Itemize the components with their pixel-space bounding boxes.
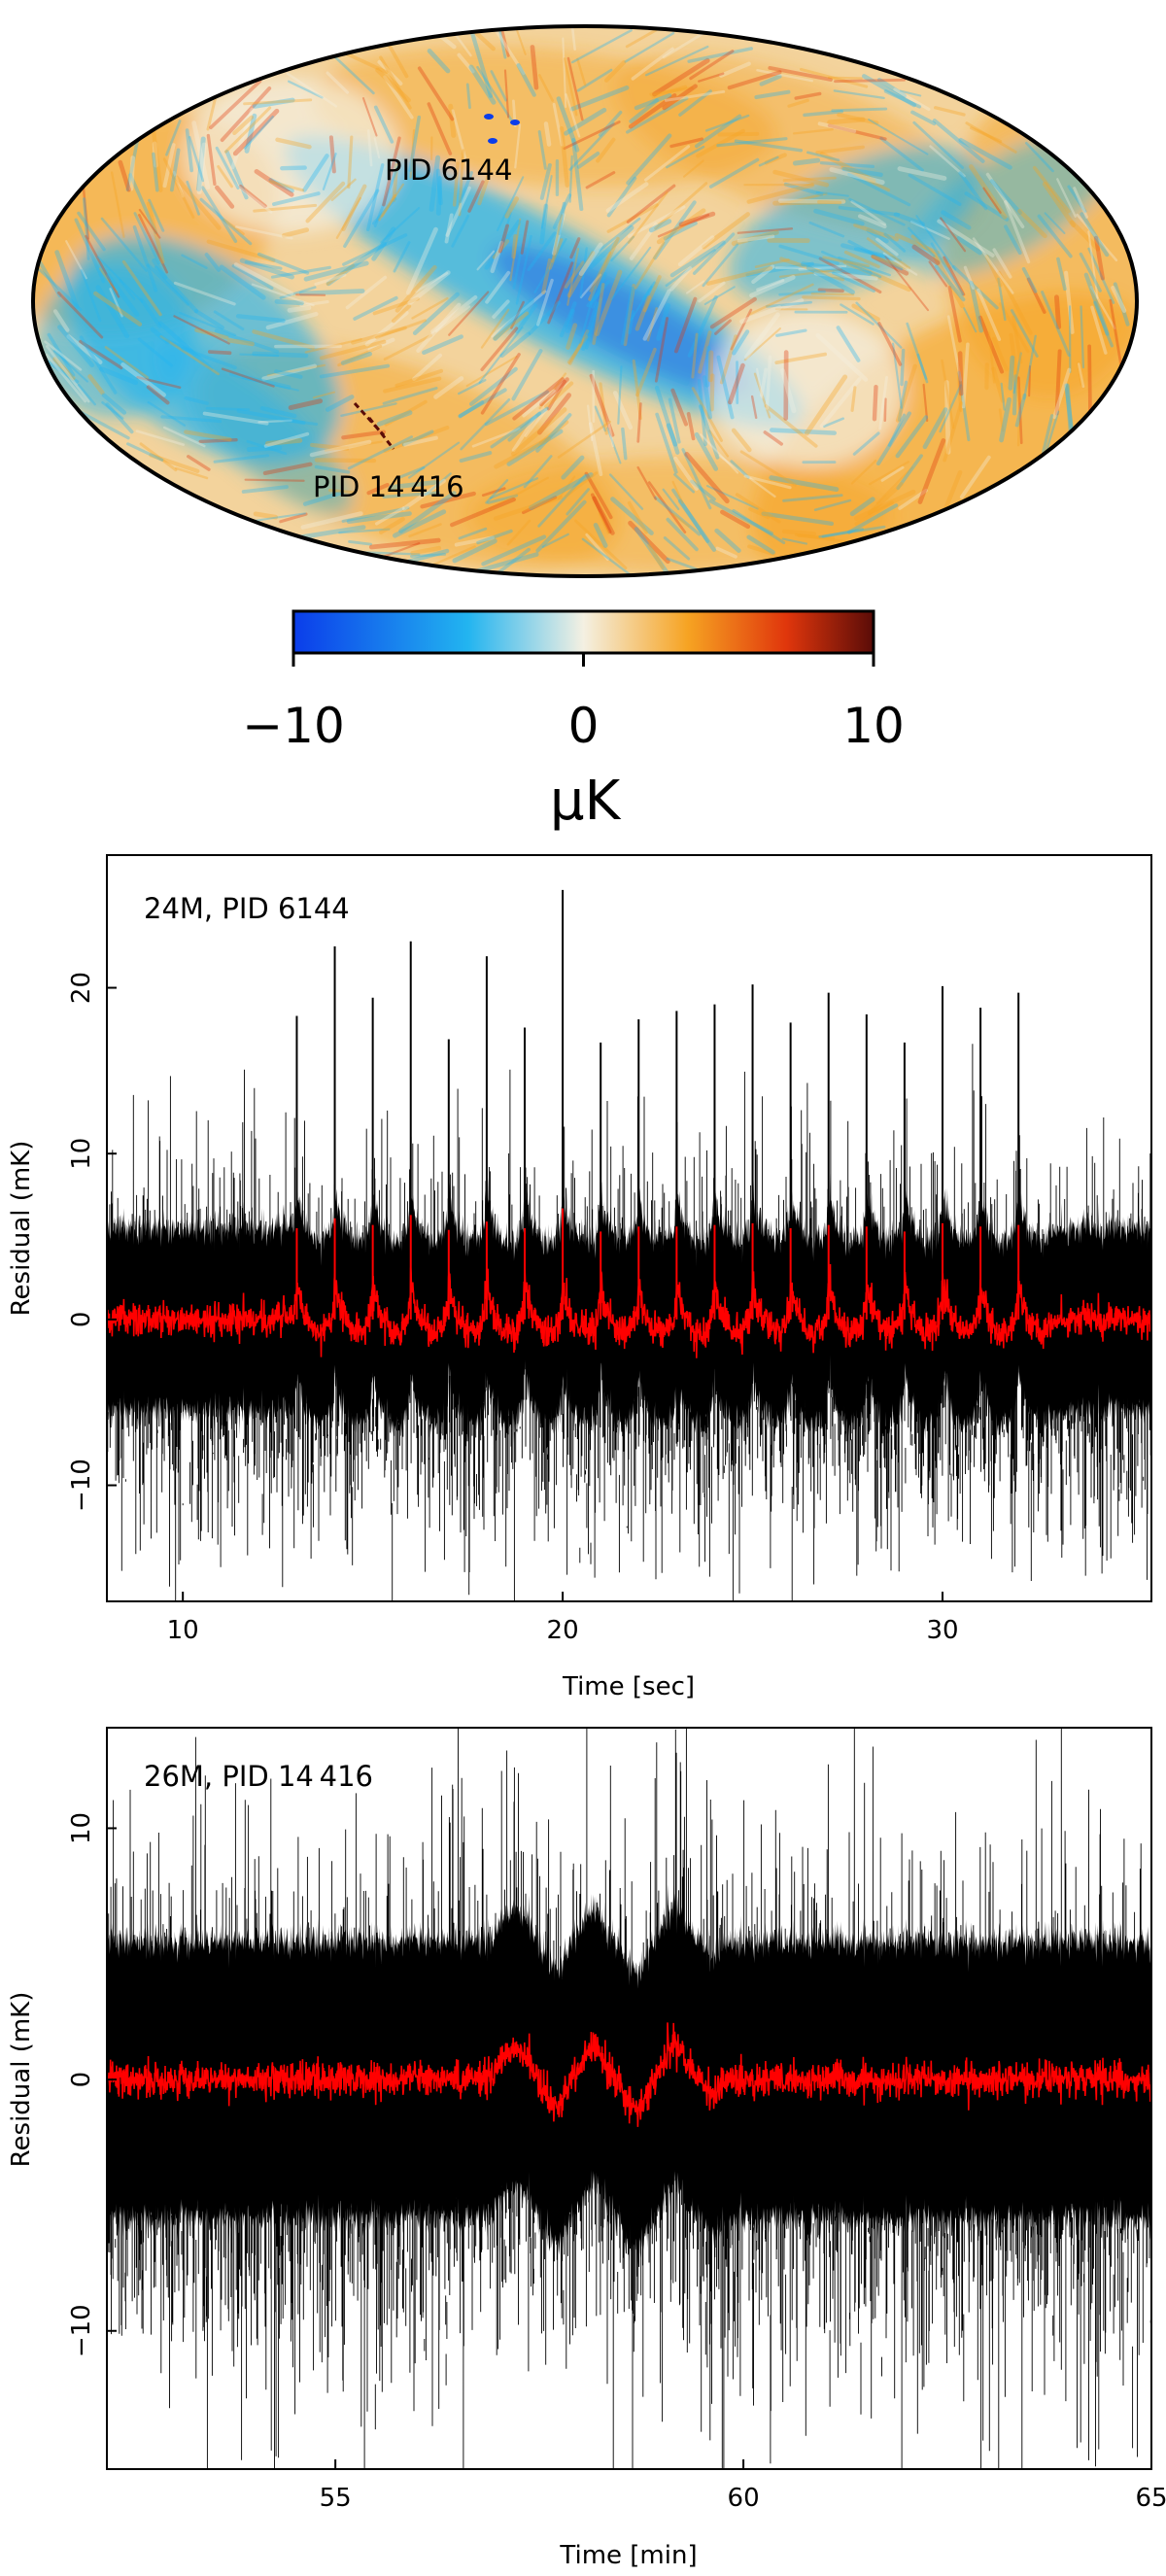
map-region — [185, 78, 398, 233]
panel-1-y-tick-label: 10 — [67, 1138, 96, 1170]
sky-map: PID 6144 PID 14 416 — [31, 24, 1139, 578]
colorbar-unit-label: μK — [550, 770, 622, 833]
pid-6144-artifact-marker — [484, 114, 494, 120]
panel-2-y-tick-label: −10 — [67, 2304, 96, 2357]
panel-1-smoothed-series — [107, 1263, 1151, 1358]
colorbar-tick-label: 10 — [842, 698, 905, 754]
panel-2-y-tick-label: 0 — [67, 2072, 96, 2088]
colorbar-ticks: −10 0 10 — [242, 653, 905, 754]
panel-2-x-tick-label: 60 — [728, 2484, 760, 2513]
panel-2-smoothed-series — [107, 2022, 1151, 2127]
map-region — [729, 145, 981, 302]
colorbar: −10 0 10 μK — [242, 609, 905, 833]
raw-residual-core — [107, 1173, 1151, 1450]
panel-1-y-tick-label: 20 — [67, 972, 96, 1004]
panel-2-frame — [106, 1727, 1152, 2470]
map-region — [153, 340, 353, 515]
map-annotation-pid-6144: PID 6144 — [385, 154, 512, 187]
map-striation-texture — [38, 26, 1130, 576]
pid-6144-artifact-marker — [510, 120, 520, 125]
colorbar-gradient — [292, 609, 875, 655]
map-artifact-markers — [353, 114, 520, 450]
pid-14416-artifact-marker — [367, 417, 395, 450]
panel-1-y-axis-label: Residual (mK) — [7, 1141, 36, 1317]
pid-6144-artifact-marker — [488, 138, 497, 144]
panel-2-y-tick-label: 10 — [67, 1812, 96, 1844]
map-outline — [31, 24, 1139, 578]
panel-1-x-tick-label: 20 — [547, 1616, 579, 1645]
map-annotation-pid-14416: PID 14 416 — [313, 470, 464, 503]
panel-1-x-tick-label: 30 — [926, 1616, 958, 1645]
colorbar-tick-label: −10 — [242, 698, 345, 754]
map-region — [709, 311, 904, 466]
panel-2-x-tick-label: 55 — [320, 2484, 352, 2513]
raw-residual-core — [107, 1884, 1151, 2266]
panel-1-frame — [106, 854, 1152, 1602]
map-region — [39, 262, 194, 418]
panel-2-y-axis-label: Residual (mK) — [7, 1992, 36, 2168]
panel-2-x-axis-label: Time [min] — [559, 2541, 697, 2570]
panel-2-annotation: 26M, PID 14 416 — [144, 1760, 373, 1793]
map-region — [466, 457, 894, 573]
map-region — [492, 246, 752, 395]
panel-1-x-tick-label: 10 — [167, 1616, 199, 1645]
panel-2-x-tick-label: 65 — [1135, 2484, 1166, 2513]
panel-1-annotation: 24M, PID 6144 — [144, 892, 350, 925]
panel-1-x-axis-label: Time [sec] — [562, 1672, 695, 1701]
colorbar-tick-label: 0 — [568, 698, 600, 754]
panel-1-y-tick-label: 0 — [67, 1312, 96, 1328]
panel-1-y-tick-label: −10 — [67, 1459, 96, 1512]
map-region — [907, 132, 1115, 276]
